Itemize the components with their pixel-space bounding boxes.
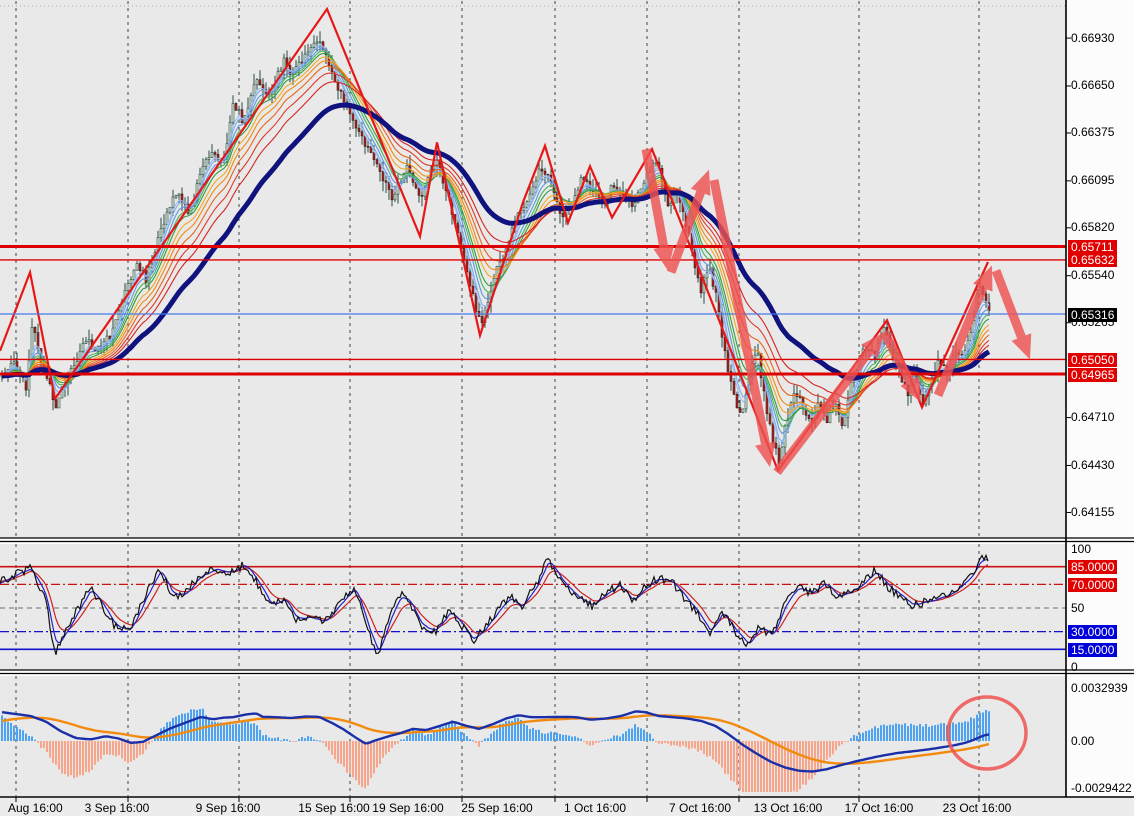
moving-average-line xyxy=(1,72,990,406)
price-tick-label: 0.65820 xyxy=(1071,220,1115,235)
macd-axis-label: 0.00 xyxy=(1071,733,1095,748)
macd-main-line xyxy=(1,710,990,773)
price-tick-label: 0.66650 xyxy=(1071,78,1115,93)
macd-signal-line xyxy=(1,714,990,765)
time-axis-label: 9 Sep 16:00 xyxy=(195,801,261,815)
current-price-label: 0.65316 xyxy=(1068,307,1118,322)
moving-average-line xyxy=(1,102,991,381)
oscillator-level-label: 70.0000 xyxy=(1068,577,1118,592)
oscillator-level-label: 30.0000 xyxy=(1068,625,1118,640)
time-axis-label: 1 Oct 16:00 xyxy=(563,801,627,815)
time-axis-label: 7 Oct 16:00 xyxy=(668,801,732,815)
macd-histogram xyxy=(1,708,990,792)
time-axis-label: 13 Oct 16:00 xyxy=(753,801,823,815)
macd-axis-label: -0.0029422 xyxy=(1071,780,1132,795)
highlight-circle xyxy=(946,695,1028,771)
price-tick-label: 0.66930 xyxy=(1071,30,1115,45)
price-alert-label: 0.64965 xyxy=(1068,367,1118,382)
time-axis-label: 3 Sep 16:00 xyxy=(84,801,150,815)
oscillator-level-label: 85.0000 xyxy=(1068,560,1118,575)
price-tick-label: 0.66095 xyxy=(1071,173,1115,188)
price-tick-label: 0.64155 xyxy=(1071,504,1115,519)
price-tick-label: 0.64430 xyxy=(1071,457,1115,472)
time-axis-label: 23 Oct 16:00 xyxy=(942,801,1012,815)
price-tick-label: 0.65540 xyxy=(1071,268,1115,283)
time-axis-label: 15 Sep 16:00 xyxy=(298,801,370,815)
price-alert-label: 0.65050 xyxy=(1068,352,1118,367)
price-alert-label: 0.65632 xyxy=(1068,253,1118,268)
oscillator-line xyxy=(0,553,989,655)
price-tick-label: 0.64710 xyxy=(1071,410,1115,425)
oscillator-level-label: 50 xyxy=(1071,600,1085,615)
oscillator-level-label: 100 xyxy=(1071,541,1092,556)
oscillator-level-label: 0 xyxy=(1071,659,1078,674)
oscillator-level-label: 15.0000 xyxy=(1068,642,1118,657)
price-tick-label: 0.66375 xyxy=(1071,125,1115,140)
time-axis-label: 19 Sep 16:00 xyxy=(372,801,444,815)
moving-average-line xyxy=(1,81,990,399)
time-axis-label: Aug 16:00 xyxy=(8,801,63,815)
macd-axis-label: 0.0032939 xyxy=(1071,680,1128,695)
trend-arrows xyxy=(641,148,1032,476)
oscillator-line xyxy=(0,564,989,639)
time-axis-label: 25 Sep 16:00 xyxy=(461,801,533,815)
price-alert-label: 0.65711 xyxy=(1068,239,1117,254)
time-axis-label: 17 Oct 16:00 xyxy=(844,801,914,815)
